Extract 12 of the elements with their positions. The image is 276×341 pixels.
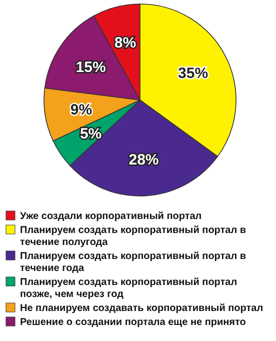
data-label: 9% (70, 102, 92, 119)
data-label: 5% (80, 126, 102, 143)
legend-label: Не планируем создавать корпоративный портал (20, 303, 264, 314)
legend-label: Планируем создать корпоративный портал позже, чем через год (20, 277, 238, 300)
data-label: 15% (76, 58, 106, 76)
data-label: 35% (178, 65, 208, 82)
legend-label: Планируем создать корпоративный портал в течение полугода (20, 225, 246, 248)
data-label: 28% (128, 152, 159, 169)
legend-label: Планируем создать корпоративный портал в течение года (20, 251, 246, 274)
legend-label: Уже создали корпоративный портал (20, 211, 202, 222)
legend-label: Решение о создании портала еще не принято (20, 317, 246, 328)
data-label: 8% (114, 34, 136, 52)
